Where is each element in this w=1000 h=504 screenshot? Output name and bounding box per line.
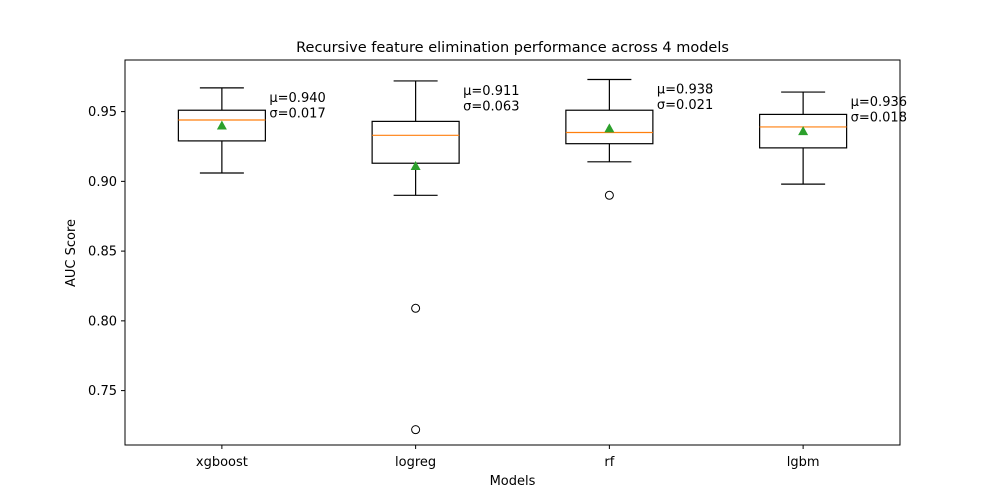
- y-tick-label: 0.90: [88, 175, 117, 190]
- box: [759, 113, 848, 149]
- mean-marker: [604, 123, 615, 133]
- mean-annotation: μ=0.940: [269, 91, 325, 106]
- box: [177, 109, 266, 142]
- y-tick-label: 0.75: [88, 384, 117, 399]
- mean-annotation: μ=0.936: [851, 95, 907, 110]
- x-tick-label: rf: [604, 455, 614, 470]
- axes-frame: [124, 59, 901, 446]
- x-tick-label: xgboost: [196, 455, 248, 470]
- std-annotation: σ=0.063: [463, 99, 519, 114]
- outlier-point: [411, 425, 421, 435]
- std-annotation: σ=0.021: [657, 98, 713, 113]
- std-annotation: σ=0.018: [851, 111, 907, 126]
- box: [565, 109, 654, 145]
- y-axis-label: AUC Score: [64, 219, 79, 287]
- y-tick-label: 0.80: [88, 314, 117, 329]
- chart-title: Recursive feature elimination performanc…: [296, 40, 729, 56]
- box: [371, 120, 460, 164]
- x-axis-label: Models: [490, 474, 536, 489]
- y-tick-label: 0.85: [88, 245, 117, 260]
- outlier-point: [411, 303, 421, 313]
- mean-marker: [216, 120, 227, 130]
- std-annotation: σ=0.017: [269, 106, 325, 121]
- x-tick-label: logreg: [395, 455, 436, 470]
- plot-area: 0.750.800.850.900.95xgboostμ=0.940σ=0.01…: [88, 78, 907, 470]
- mean-annotation: μ=0.938: [657, 83, 713, 98]
- y-tick-label: 0.95: [88, 105, 117, 120]
- mean-marker: [410, 161, 421, 171]
- mean-marker: [798, 126, 809, 136]
- outlier-point: [604, 190, 614, 200]
- mean-annotation: μ=0.911: [463, 84, 519, 99]
- x-tick-label: lgbm: [787, 455, 820, 470]
